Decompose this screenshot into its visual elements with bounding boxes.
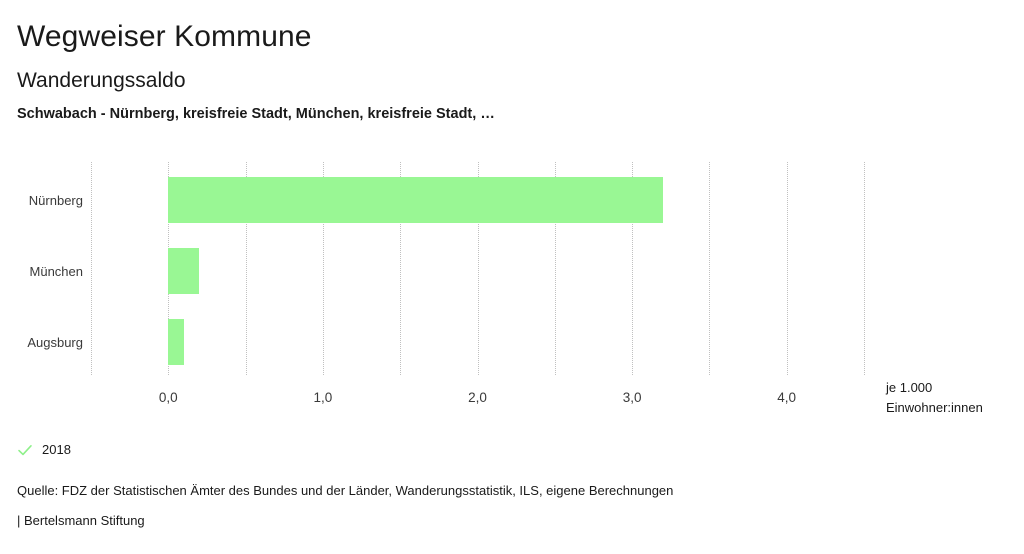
chart-selection-subtitle: Schwabach - Nürnberg, kreisfreie Stadt, … (17, 106, 495, 122)
x-tick-label: 2,0 (468, 390, 487, 405)
legend[interactable]: 2018 (17, 442, 71, 458)
x-tick-label: 4,0 (777, 390, 797, 405)
bar-augsburg[interactable] (168, 319, 184, 365)
bar-m-nchen[interactable] (168, 248, 200, 294)
gridline (400, 162, 402, 375)
source-note: Quelle: FDZ der Statistischen Ämter des … (17, 483, 674, 498)
gridline (709, 162, 711, 375)
gridline (322, 162, 324, 375)
gridline (632, 162, 634, 375)
y-axis-label-m-nchen: München (29, 264, 83, 279)
plot-area (91, 162, 865, 375)
check-icon (18, 445, 32, 456)
bar-n-rnberg[interactable] (168, 177, 664, 223)
legend-item-label: 2018 (42, 442, 71, 457)
gridline (477, 162, 479, 375)
y-axis-label-n-rnberg: Nürnberg (28, 193, 83, 208)
x-axis-unit-label: je 1.000 Einwohner:innen (886, 378, 983, 418)
page-title: Wegweiser Kommune (17, 20, 312, 53)
gridline (554, 162, 556, 375)
x-axis-unit-line-2: Einwohner:innen (886, 400, 983, 415)
x-axis-unit-line-1: je 1.000 (886, 380, 933, 395)
x-tick-label: 1,0 (313, 390, 333, 405)
gridline (864, 162, 865, 375)
gridline (91, 162, 92, 375)
x-tick-label: 0,0 (158, 390, 178, 405)
y-axis-label-augsburg: Augsburg (27, 335, 83, 350)
bar-chart: Nürnberg München Augsburg 0,0 1,0 2,0 3,0 4,0 … (27, 162, 983, 418)
gridline (245, 162, 247, 375)
gridline (786, 162, 788, 375)
x-tick-label: 3,0 (622, 390, 642, 405)
chart-title: Wanderungssaldo (17, 69, 186, 92)
publisher-note: | Bertelsmann Stiftung (17, 513, 145, 528)
